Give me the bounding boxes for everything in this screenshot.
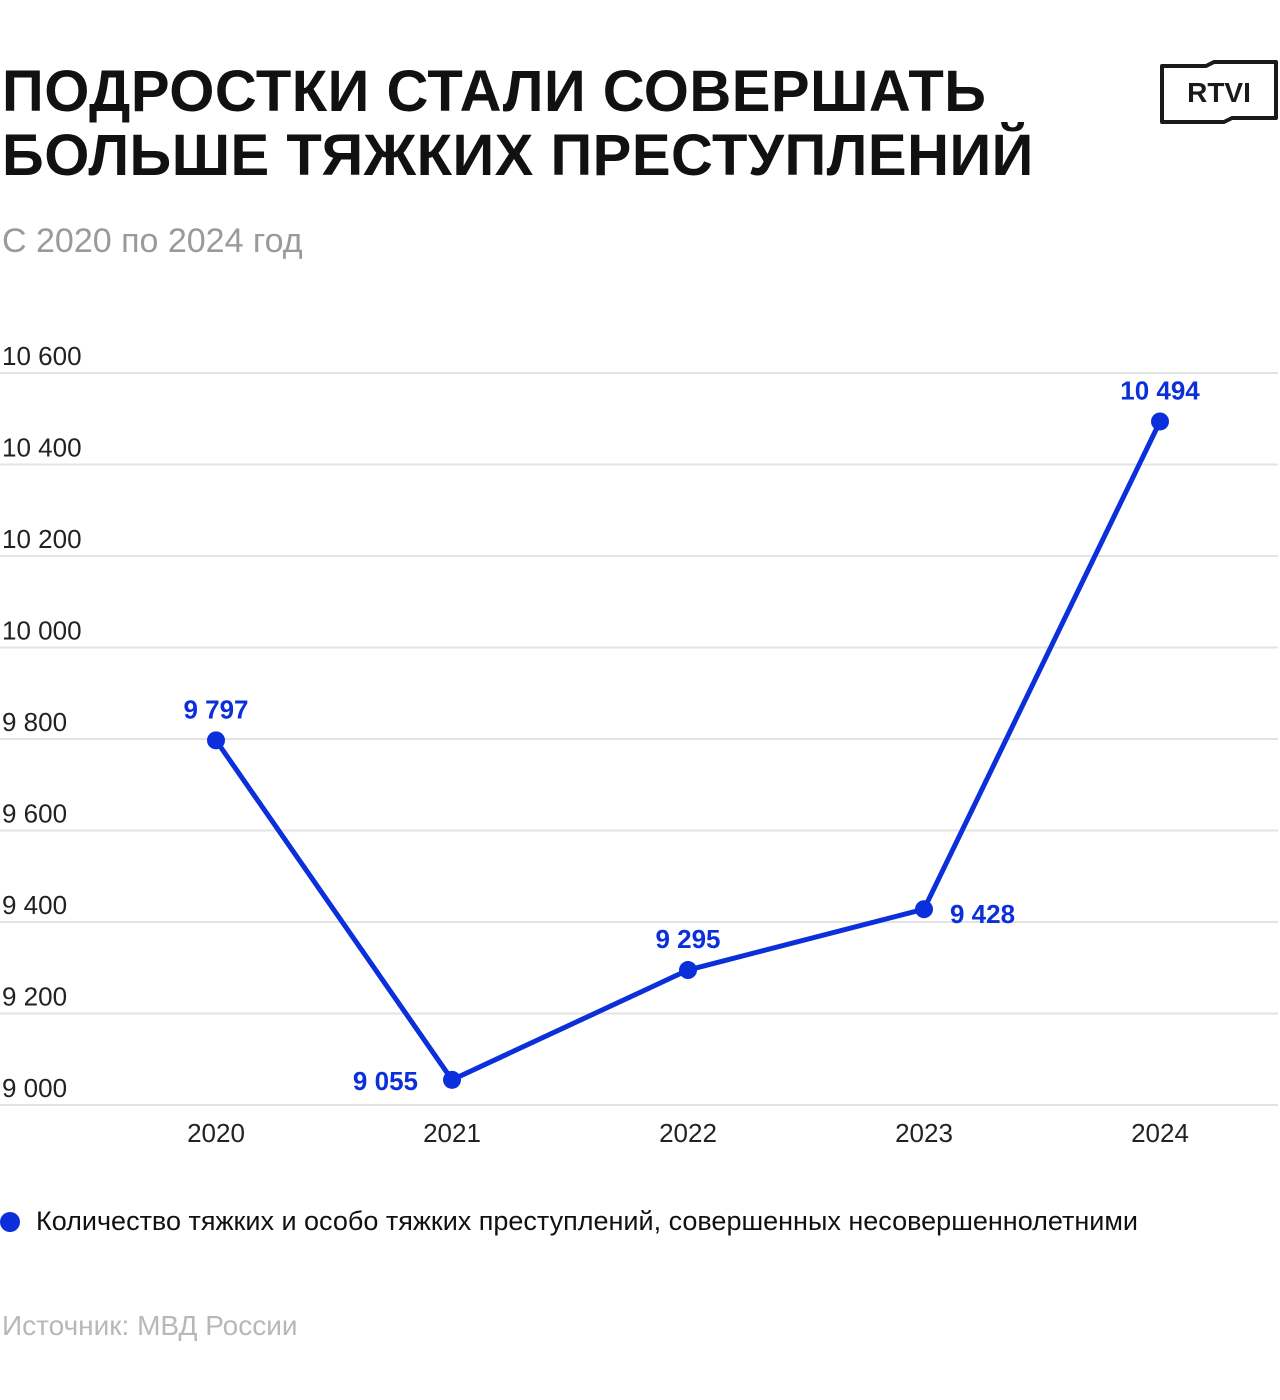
x-tick-label: 2022	[659, 1118, 717, 1148]
rtvi-logo: RTVI	[1160, 60, 1278, 124]
y-tick-label: 9 600	[2, 799, 67, 829]
rtvi-logo-frame	[1160, 60, 1278, 124]
y-tick-label: 10 400	[2, 433, 82, 463]
y-tick-label: 9 200	[2, 982, 67, 1012]
x-tick-label: 2023	[895, 1118, 953, 1148]
y-tick-label: 9 000	[2, 1073, 67, 1103]
chart-title: ПОДРОСТКИ СТАЛИ СОВЕРШАТЬ БОЛЬШЕ ТЯЖКИХ …	[2, 60, 1102, 188]
legend: Количество тяжких и особо тяжких преступ…	[0, 1206, 1138, 1237]
data-label-layer: 9 797 9 055 9 295 9 428 10 494	[183, 375, 1200, 1095]
data-label: 9 295	[655, 924, 720, 954]
chart-title-line-1: ПОДРОСТКИ СТАЛИ СОВЕРШАТЬ	[2, 59, 987, 124]
data-point	[1151, 412, 1169, 431]
data-label: 9 428	[950, 899, 1015, 929]
y-tick-label: 9 800	[2, 707, 67, 737]
x-tick-label: 2024	[1131, 1118, 1189, 1148]
y-tick-label: 10 200	[2, 524, 82, 554]
x-tick-label: 2020	[187, 1118, 245, 1148]
series-layer	[207, 412, 1169, 1089]
data-label: 9 797	[183, 694, 248, 724]
y-tick-label: 10 600	[2, 341, 82, 371]
y-axis-ticks: 9 000 9 200 9 400 9 600 9 800 10 000 10 200 10 …	[2, 341, 82, 1103]
chart-subtitle: С 2020 по 2024 год	[2, 222, 303, 260]
y-tick-label: 10 000	[2, 616, 82, 646]
series-line	[213, 418, 1163, 1083]
data-point	[915, 900, 933, 919]
x-axis-ticks: 2020 2021 2022 2023 2024	[187, 1118, 1189, 1148]
rtvi-logo-text: RTVI	[1187, 77, 1251, 108]
legend-marker	[0, 1211, 20, 1232]
x-tick-label: 2021	[423, 1118, 481, 1148]
source-note: Источник: МВД России	[2, 1310, 298, 1341]
chart-title-line-2: БОЛЬШЕ ТЯЖКИХ ПРЕСТУПЛЕНИЙ	[2, 123, 1034, 188]
data-point	[443, 1070, 461, 1089]
data-point	[679, 961, 697, 980]
legend-label: Количество тяжких и особо тяжких преступ…	[36, 1206, 1138, 1236]
data-label: 10 494	[1120, 375, 1200, 405]
data-point	[207, 731, 225, 750]
y-tick-label: 9 400	[2, 890, 67, 920]
line-chart: 9 000 9 200 9 400 9 600 9 800 10 000 10 200 10 …	[0, 341, 1278, 1148]
data-label: 9 055	[353, 1066, 418, 1096]
